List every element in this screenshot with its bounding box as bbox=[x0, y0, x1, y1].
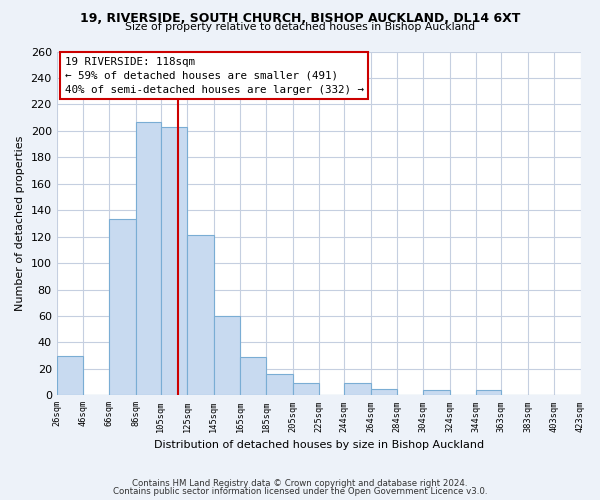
Bar bbox=[214, 316, 240, 396]
Text: Contains public sector information licensed under the Open Government Licence v3: Contains public sector information licen… bbox=[113, 487, 487, 496]
Bar bbox=[187, 236, 214, 396]
Bar bbox=[344, 384, 371, 396]
Bar bbox=[424, 390, 450, 396]
Bar bbox=[371, 388, 397, 396]
Bar bbox=[476, 390, 502, 396]
Text: Size of property relative to detached houses in Bishop Auckland: Size of property relative to detached ho… bbox=[125, 22, 475, 32]
Bar bbox=[56, 356, 83, 396]
Bar bbox=[136, 122, 161, 396]
Bar bbox=[293, 384, 319, 396]
Bar bbox=[266, 374, 293, 396]
Text: 19, RIVERSIDE, SOUTH CHURCH, BISHOP AUCKLAND, DL14 6XT: 19, RIVERSIDE, SOUTH CHURCH, BISHOP AUCK… bbox=[80, 12, 520, 26]
Bar bbox=[240, 357, 266, 396]
Bar bbox=[161, 127, 187, 396]
Text: 19 RIVERSIDE: 118sqm
← 59% of detached houses are smaller (491)
40% of semi-deta: 19 RIVERSIDE: 118sqm ← 59% of detached h… bbox=[65, 56, 364, 94]
Y-axis label: Number of detached properties: Number of detached properties bbox=[15, 136, 25, 311]
Text: Contains HM Land Registry data © Crown copyright and database right 2024.: Contains HM Land Registry data © Crown c… bbox=[132, 478, 468, 488]
X-axis label: Distribution of detached houses by size in Bishop Auckland: Distribution of detached houses by size … bbox=[154, 440, 484, 450]
Bar bbox=[109, 220, 136, 396]
